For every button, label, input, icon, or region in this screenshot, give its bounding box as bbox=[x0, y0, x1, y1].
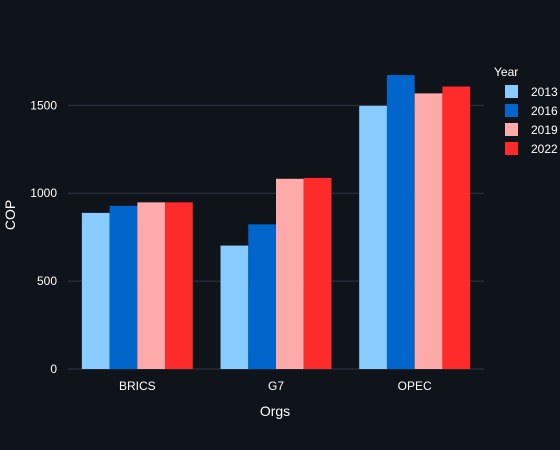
bar-brics-2016[interactable] bbox=[109, 205, 138, 369]
bar-g7-2019[interactable] bbox=[276, 178, 304, 369]
x-tick-label: G7 bbox=[268, 379, 284, 393]
legend-item-2016[interactable]: 2016 bbox=[505, 104, 558, 118]
y-tick-label: 0 bbox=[50, 362, 57, 376]
legend-label: 2022 bbox=[531, 142, 558, 156]
bar-opec-2013[interactable] bbox=[359, 105, 387, 370]
legend-swatch bbox=[505, 123, 518, 136]
x-tick-label: BRICS bbox=[119, 379, 156, 393]
bars bbox=[81, 75, 471, 370]
legend-swatch bbox=[505, 104, 518, 117]
legend-label: 2016 bbox=[531, 104, 558, 118]
legend-label: 2013 bbox=[531, 85, 558, 99]
bar-g7-2013[interactable] bbox=[220, 245, 249, 369]
bar-g7-2022[interactable] bbox=[303, 177, 332, 369]
y-tick-label: 1000 bbox=[30, 186, 57, 200]
bar-opec-2019[interactable] bbox=[414, 93, 443, 369]
y-axis-title: COP bbox=[2, 200, 18, 230]
bar-brics-2013[interactable] bbox=[81, 212, 110, 369]
y-tick-labels: 0 500 1000 1500 bbox=[30, 98, 57, 376]
x-axis-title: Orgs bbox=[260, 403, 290, 419]
y-tick-label: 500 bbox=[37, 274, 57, 288]
bar-brics-2022[interactable] bbox=[165, 202, 193, 369]
legend-item-2022[interactable]: 2022 bbox=[505, 142, 558, 156]
legend: Year 2013 2016 2019 2022 bbox=[494, 65, 558, 156]
legend-items: 2013 2016 2019 2022 bbox=[505, 85, 558, 156]
legend-label: 2019 bbox=[531, 123, 558, 137]
x-tick-label: OPEC bbox=[398, 379, 432, 393]
bar-brics-2019[interactable] bbox=[137, 202, 166, 369]
legend-title: Year bbox=[494, 65, 518, 79]
legend-swatch bbox=[505, 142, 518, 155]
x-tick-labels: BRICS G7 OPEC bbox=[119, 379, 432, 393]
y-tick-label: 1500 bbox=[30, 98, 57, 112]
legend-item-2019[interactable]: 2019 bbox=[505, 123, 558, 137]
legend-swatch bbox=[505, 85, 518, 98]
legend-item-2013[interactable]: 2013 bbox=[505, 85, 558, 99]
bar-opec-2016[interactable] bbox=[386, 75, 415, 369]
bar-g7-2016[interactable] bbox=[248, 224, 276, 369]
bar-opec-2022[interactable] bbox=[442, 86, 471, 369]
